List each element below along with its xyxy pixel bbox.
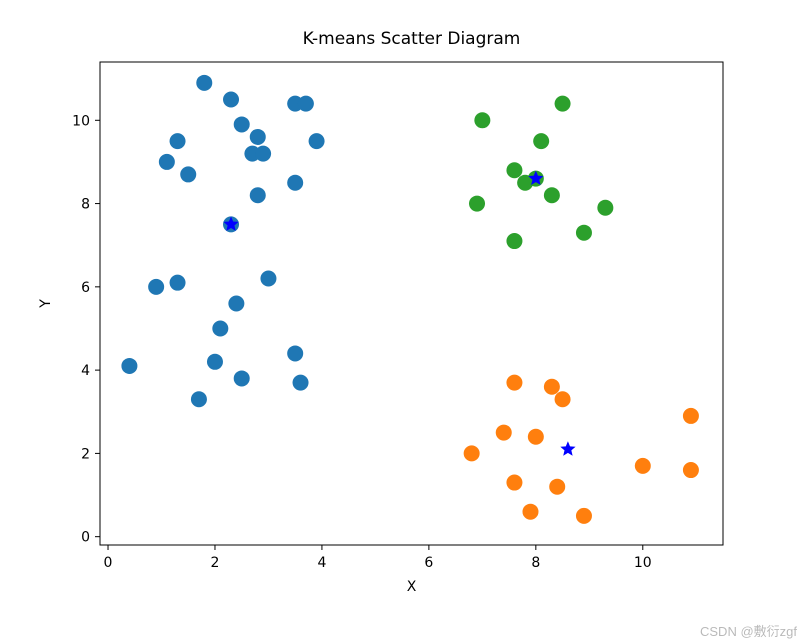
data-point <box>533 133 549 149</box>
data-point <box>635 458 651 474</box>
x-tick-label: 4 <box>317 555 326 571</box>
data-point <box>506 233 522 249</box>
data-point <box>234 370 250 386</box>
data-point <box>250 129 266 145</box>
data-point <box>683 462 699 478</box>
data-point <box>496 425 512 441</box>
data-point <box>228 296 244 312</box>
data-point <box>683 408 699 424</box>
scatter-svg: 0 2 4 6 8 10 0 2 4 6 8 10 X Y K-means Scatter Diagram <box>0 0 805 644</box>
data-point <box>549 479 565 495</box>
y-tick-label: 8 <box>81 197 90 213</box>
data-point <box>506 475 522 491</box>
watermark-text: CSDN @敷衍zgf <box>700 621 797 640</box>
data-point <box>223 91 239 107</box>
y-tick-label: 0 <box>81 530 90 546</box>
data-point <box>234 116 250 132</box>
x-tick-label: 0 <box>104 555 113 571</box>
data-point <box>293 375 309 391</box>
data-point <box>255 146 271 162</box>
data-point <box>506 375 522 391</box>
data-point <box>597 200 613 216</box>
data-point <box>180 166 196 182</box>
data-point <box>298 96 314 112</box>
y-tick-label: 4 <box>81 363 90 379</box>
data-point <box>576 225 592 241</box>
data-point <box>287 175 303 191</box>
data-point <box>191 391 207 407</box>
x-tick-label: 10 <box>634 555 652 571</box>
data-point <box>207 354 223 370</box>
data-point <box>309 133 325 149</box>
data-point <box>522 504 538 520</box>
data-point <box>121 358 137 374</box>
data-point <box>170 275 186 291</box>
chart-title: K-means Scatter Diagram <box>303 29 521 49</box>
data-point <box>528 429 544 445</box>
chart-container: 0 2 4 6 8 10 0 2 4 6 8 10 X Y K-means Scatter Diagram <box>0 0 805 644</box>
data-point <box>170 133 186 149</box>
data-point <box>576 508 592 524</box>
data-point <box>544 379 560 395</box>
data-point <box>159 154 175 170</box>
data-point <box>250 187 266 203</box>
x-tick-label: 6 <box>424 555 433 571</box>
data-point <box>555 391 571 407</box>
data-point <box>260 271 276 287</box>
data-point <box>544 187 560 203</box>
data-point <box>148 279 164 295</box>
data-point <box>506 162 522 178</box>
data-point <box>464 445 480 461</box>
data-point <box>196 75 212 91</box>
x-tick-label: 2 <box>211 555 220 571</box>
y-tick-label: 10 <box>72 113 90 129</box>
data-point <box>287 345 303 361</box>
x-tick-label: 8 <box>531 555 540 571</box>
data-point <box>469 196 485 212</box>
y-axis-label: Y <box>38 299 54 309</box>
y-tick-label: 2 <box>81 446 90 462</box>
x-axis-label: X <box>407 579 417 595</box>
y-tick-label: 6 <box>81 280 90 296</box>
data-point <box>555 96 571 112</box>
data-point <box>474 112 490 128</box>
chart-background <box>0 0 805 644</box>
data-point <box>212 320 228 336</box>
